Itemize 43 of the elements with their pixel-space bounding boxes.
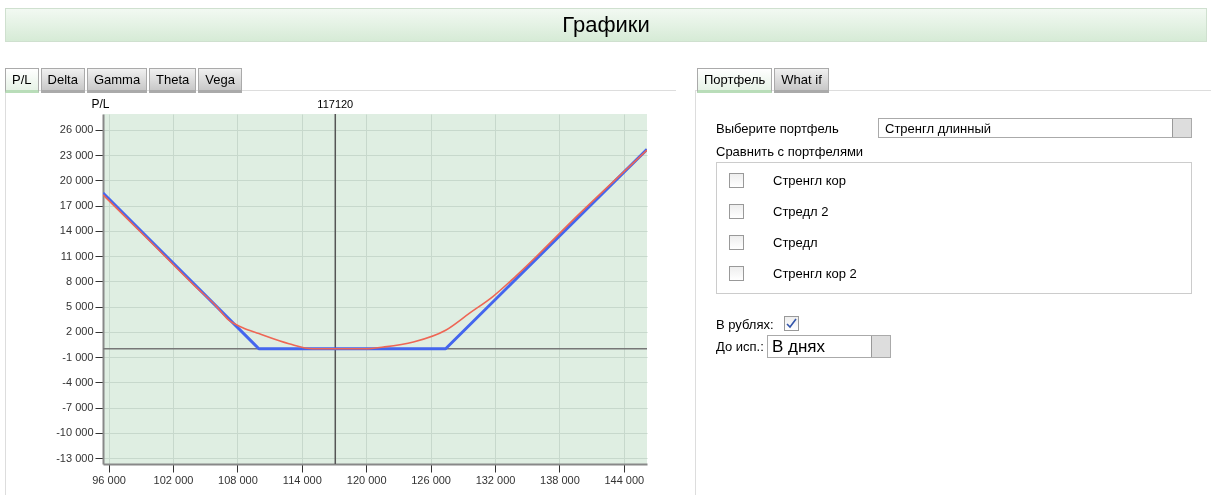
y-tick-label: 20 000 (59, 173, 94, 186)
y-tick-label: 5 000 (65, 300, 94, 313)
y-tick-label: 26 000 (59, 123, 94, 136)
text: Стренгл кор 2 (773, 266, 857, 281)
text: Сравнить с портфелями (716, 144, 864, 159)
x-tick-label: 108 000 (218, 473, 258, 486)
y-tick-label: -13 000 (56, 451, 94, 464)
chart-title: Графики (5, 8, 1207, 42)
x-tick-label: 144 000 (604, 473, 645, 486)
y-tick-label: -10 000 (56, 426, 94, 439)
text: Стренгл кор (773, 173, 846, 188)
x-tick-label: 102 000 (153, 473, 194, 486)
text: Delta (40, 68, 85, 93)
text: До исп.: (716, 339, 764, 354)
text: Theta (149, 68, 197, 93)
y-tick-label: 8 000 (65, 274, 94, 287)
x-tick-label: 114 000 (282, 473, 322, 486)
text: What if (774, 68, 829, 93)
y-tick-label: -4 000 (62, 375, 94, 388)
y-tick-label: 11 000 (60, 249, 94, 262)
y-tick-label: 2 000 (65, 325, 94, 338)
y-tick-label: -1 000 (62, 350, 94, 363)
x-tick-label: 96 000 (92, 473, 126, 486)
text: Стренгл длинный (885, 121, 992, 136)
text: В рублях: (716, 317, 774, 332)
text: Vega (198, 68, 243, 93)
y-axis-title: P/L (91, 96, 110, 111)
y-tick-label: -7 000 (62, 401, 94, 414)
text: P/L (5, 68, 39, 93)
y-tick-label: 23 000 (59, 148, 94, 161)
x-tick-label: 132 000 (475, 473, 516, 486)
y-tick-label: 17 000 (59, 199, 94, 212)
text: Выберите портфель (716, 121, 839, 136)
x-tick-label: 138 000 (540, 473, 580, 486)
text: Gamma (86, 68, 148, 93)
x-tick-label: 126 000 (411, 473, 451, 486)
text: Портфель (697, 68, 773, 93)
text: Стредл (773, 235, 818, 250)
text: В днях (772, 337, 826, 357)
y-tick-label: 14 000 (59, 224, 94, 237)
ref-line-label: 117120 (317, 98, 354, 110)
x-tick-label: 120 000 (346, 473, 387, 486)
text: Стредл 2 (773, 204, 829, 219)
